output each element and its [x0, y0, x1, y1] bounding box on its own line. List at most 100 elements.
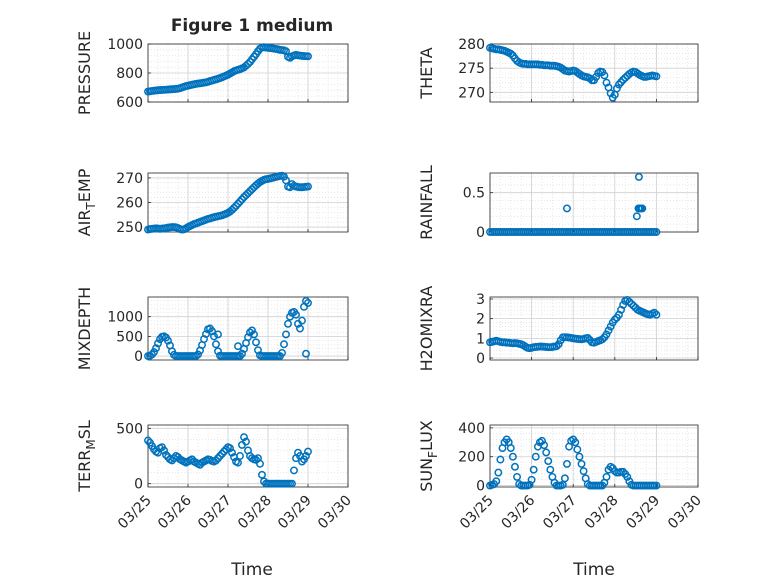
data-point [240, 193, 248, 202]
y-tick-label: 800 [116, 66, 143, 82]
data-point [625, 297, 634, 306]
data-point [634, 172, 643, 181]
y-tick-label: 260 [116, 196, 143, 212]
data-point [284, 319, 292, 328]
y-tick-label: 1000 [107, 310, 143, 326]
data-point [652, 310, 661, 319]
data-point [304, 52, 312, 61]
data-point [612, 84, 621, 93]
y-axis-label: AIRTEMP [75, 168, 98, 236]
data-point [242, 437, 250, 446]
data-point [258, 470, 266, 479]
data-point [290, 466, 298, 475]
data-point [238, 349, 246, 358]
data-point [623, 472, 632, 481]
y-tick-label: 0 [134, 477, 143, 493]
data-point [492, 477, 501, 486]
data-point [234, 199, 242, 208]
data-point [234, 458, 242, 467]
data-point [600, 71, 609, 80]
data-point [544, 457, 553, 465]
y-tick-label: 400 [458, 421, 485, 437]
data-point [602, 472, 611, 481]
data-point [214, 454, 222, 463]
subplot-2: 270 275 280 THETA [417, 37, 699, 103]
data-point [652, 228, 661, 236]
data-point [494, 468, 503, 477]
axes-box [147, 424, 349, 488]
data-point [280, 340, 288, 349]
data-point [212, 340, 220, 349]
data-point [252, 455, 260, 464]
y-tick-label: 270 [458, 85, 485, 101]
data-point [244, 60, 252, 68]
data-point [542, 448, 551, 457]
data-point [496, 455, 505, 464]
data-point [602, 330, 611, 339]
data-point [546, 465, 555, 474]
data-point [629, 301, 638, 310]
data-point [540, 441, 549, 450]
data-point [248, 185, 256, 194]
data-point [619, 467, 628, 476]
y-tick-label: 600 [116, 95, 143, 111]
y-tick-label: 200 [458, 450, 485, 466]
data-point [610, 315, 619, 324]
data-point [228, 205, 236, 214]
data-point [252, 338, 260, 347]
data-point [638, 204, 647, 213]
data-point [298, 316, 306, 325]
subplot-4: 0 0.5 RAINFALL [417, 165, 699, 241]
data-point [164, 336, 172, 345]
data-point [278, 348, 286, 357]
data-point [652, 72, 661, 81]
subplot-1: 600 800 1000 PRESSURE [75, 31, 349, 115]
data-point [598, 335, 607, 344]
data-point [238, 195, 246, 204]
data-point [154, 339, 162, 348]
data-point [513, 472, 521, 481]
data-point [230, 203, 238, 212]
data-point [508, 452, 517, 461]
data-point [579, 467, 588, 476]
y-tick-label: 0 [476, 351, 485, 367]
data-point [571, 438, 580, 447]
y-tick-label: 0 [476, 225, 485, 241]
subplot-3: 250 260 270 AIRTEMP [75, 168, 349, 236]
data-point [619, 300, 628, 309]
data-point [246, 328, 254, 337]
y-tick-label: 275 [458, 61, 485, 77]
data-point [304, 447, 312, 456]
data-point [623, 296, 632, 304]
data-point [302, 452, 310, 460]
axes-box [147, 296, 349, 361]
y-axis-label: MIXDEPTH [75, 287, 94, 370]
data-point [627, 299, 636, 308]
data-point [144, 436, 152, 445]
data-point [652, 481, 661, 490]
data-point [150, 348, 158, 357]
data-point [560, 474, 569, 483]
y-axis-label: H2OMIXRA [417, 286, 436, 372]
data-point [650, 308, 659, 317]
data-point [232, 201, 240, 210]
data-point [236, 452, 244, 460]
data-point [160, 446, 168, 455]
data-point [563, 204, 571, 213]
data-point [606, 89, 615, 98]
plot-area [490, 173, 698, 232]
data-point [214, 330, 222, 339]
y-tick-label: 3 [476, 292, 485, 308]
data-point [210, 332, 218, 341]
data-point [296, 324, 304, 333]
y-tick-label: 280 [458, 37, 485, 53]
data-point [250, 330, 258, 339]
data-point [256, 459, 264, 468]
data-point [619, 75, 628, 84]
data-point [298, 457, 306, 466]
data-point [531, 452, 540, 461]
data-point [240, 433, 248, 442]
data-point [236, 197, 244, 206]
